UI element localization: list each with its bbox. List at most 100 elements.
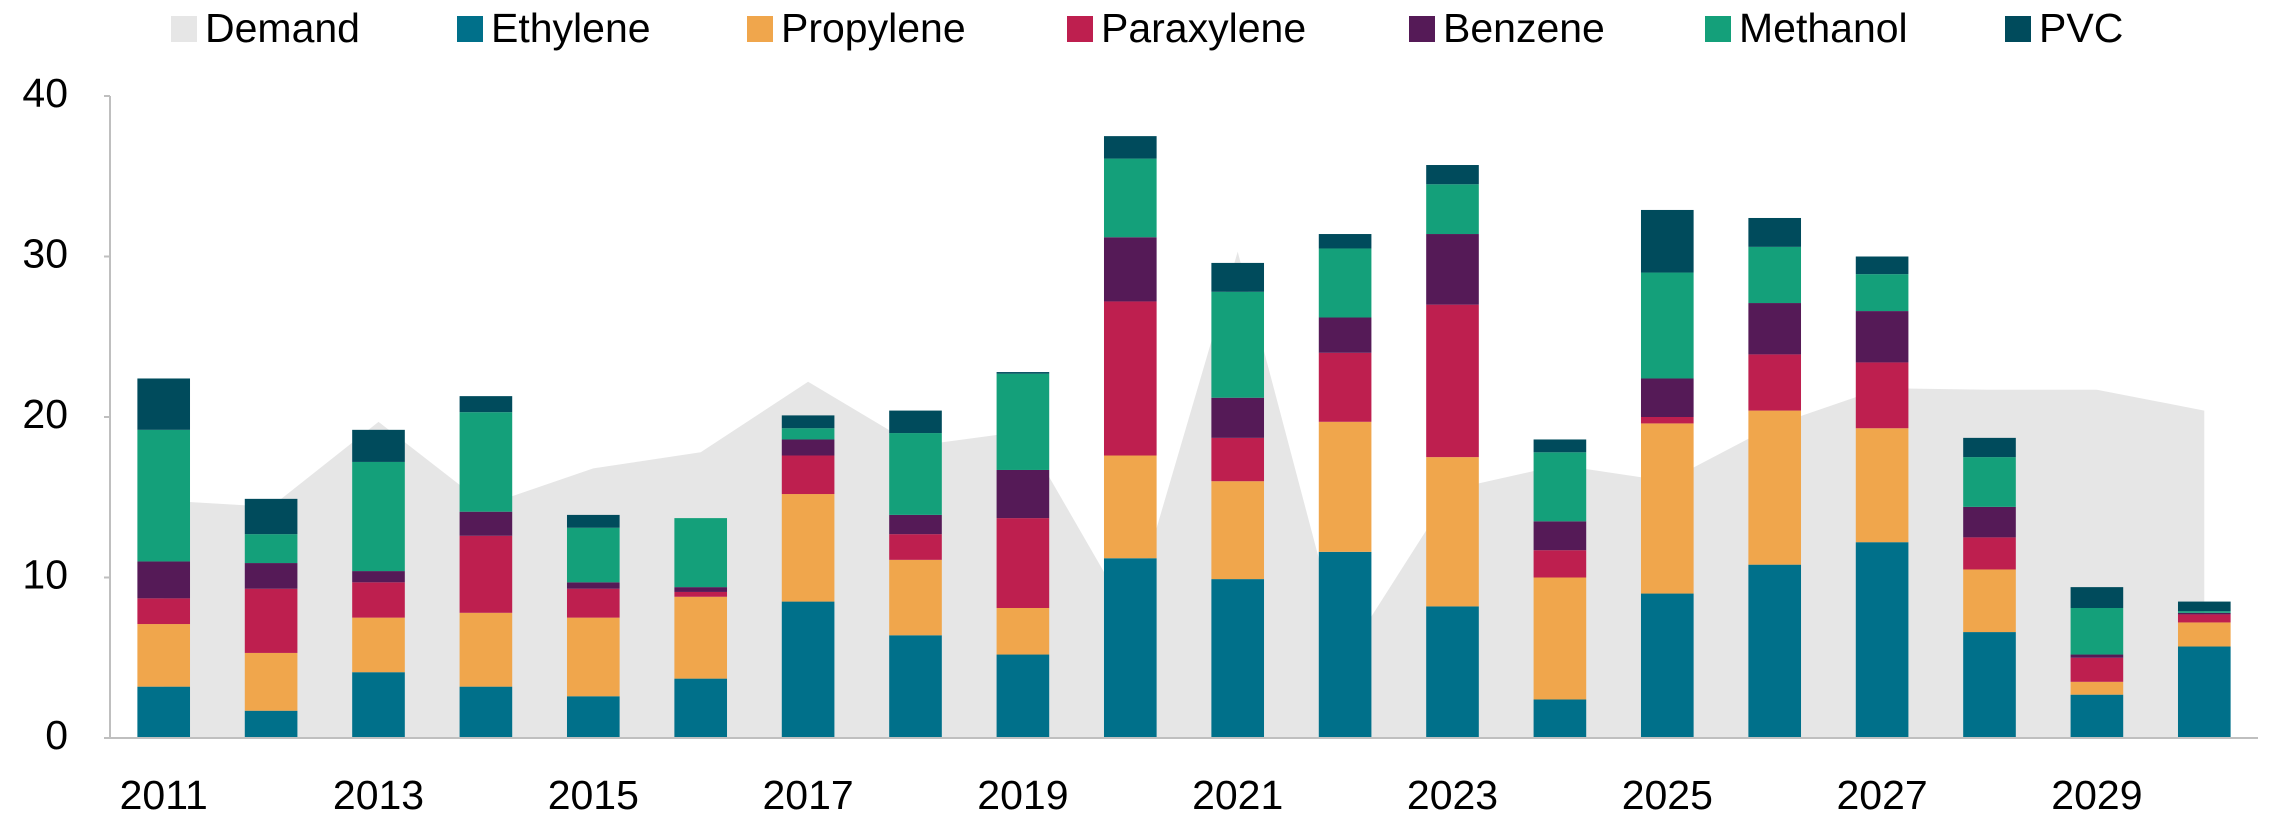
bar-segment: [1855, 428, 1909, 543]
bar-segment: [566, 514, 620, 528]
bar-segment: [996, 654, 1050, 738]
x-tick-label: 2015: [548, 772, 639, 818]
bar-segment: [1426, 165, 1479, 185]
bar-segment: [1640, 272, 1694, 379]
bar-segment: [566, 527, 620, 583]
legend-swatch: [1705, 16, 1731, 42]
legend-swatch: [1409, 16, 1435, 42]
bar-segment: [1426, 184, 1479, 235]
bar-segment: [1103, 301, 1157, 456]
bar-segment: [781, 415, 835, 429]
bar-segment: [1103, 136, 1157, 159]
bar-segment: [1855, 256, 1909, 275]
bar-segment: [1318, 317, 1372, 353]
x-tick-label: 2011: [120, 772, 208, 818]
legend-label: Demand: [205, 5, 360, 51]
x-tick-label: 2013: [333, 772, 424, 818]
bar-segment: [2070, 681, 2124, 695]
bar-segment: [352, 672, 405, 738]
bar-segment: [889, 410, 942, 434]
bar-segment: [1211, 437, 1265, 482]
bar-segment: [674, 678, 728, 738]
bar-segment: [1748, 246, 1802, 304]
bar-segment: [996, 469, 1050, 519]
bar-segment: [674, 587, 728, 592]
bar-segment: [1640, 593, 1694, 738]
bar-segment: [1963, 506, 2016, 538]
bar-segment: [137, 429, 191, 562]
bar-segment: [674, 591, 728, 597]
bar-segment: [781, 455, 835, 495]
y-tick-label: 40: [22, 70, 68, 116]
legend-label: Benzene: [1443, 5, 1605, 51]
y-tick-label: 10: [22, 551, 68, 597]
y-tick-label: 30: [22, 230, 68, 276]
bar-segment: [781, 428, 835, 440]
bar-segment: [352, 571, 405, 583]
bar-segment: [1211, 481, 1265, 580]
bar-segment: [1211, 291, 1265, 398]
bar-segment: [889, 534, 942, 560]
legend-swatch: [171, 16, 197, 42]
bar-segment: [1533, 452, 1587, 522]
bar-segment: [566, 696, 620, 738]
bar-segment: [1748, 303, 1802, 355]
bar-segment: [244, 588, 298, 653]
bar-segment: [2177, 622, 2231, 647]
bar-segment: [1533, 550, 1587, 578]
bar-segment: [244, 652, 298, 711]
legend-label: Ethylene: [491, 5, 651, 51]
legend-label: PVC: [2039, 5, 2123, 51]
x-tick-label: 2025: [1622, 772, 1713, 818]
bar-segment: [1963, 437, 2016, 458]
bar-segment: [566, 582, 620, 589]
bar-segment: [996, 607, 1050, 655]
bar-segment: [889, 433, 942, 515]
bar-segment: [1855, 542, 1909, 738]
bar-segment: [996, 372, 1050, 374]
bar-segment: [1748, 410, 1802, 565]
bar-segment: [352, 617, 405, 673]
bar-segment: [244, 498, 298, 535]
bar-segment: [2070, 654, 2124, 658]
bar-segment: [1211, 262, 1265, 292]
bar-segment: [2177, 601, 2231, 612]
legend-swatch: [2005, 16, 2031, 42]
x-tick-label: 2021: [1192, 772, 1283, 818]
legend-swatch: [1067, 16, 1093, 42]
bar-segment: [137, 598, 191, 625]
y-tick-label: 0: [45, 712, 68, 758]
bar-segment: [1318, 352, 1372, 422]
bar-segment: [459, 535, 513, 613]
bar-segment: [1426, 234, 1479, 305]
bar-segment: [459, 412, 513, 512]
bar-segment: [1533, 577, 1587, 700]
bar-segment: [352, 582, 405, 618]
legend-label: Paraxylene: [1101, 5, 1306, 51]
bar-segment: [1640, 209, 1694, 273]
y-tick-label: 20: [22, 391, 68, 437]
legend-label: Methanol: [1739, 5, 1908, 51]
bar-segment: [137, 624, 191, 687]
bar-segment: [1855, 362, 1909, 429]
bar-segment: [459, 396, 513, 413]
legend-swatch: [747, 16, 773, 42]
demand-area: [163, 251, 2205, 738]
x-tick-label: 2029: [2051, 772, 2142, 818]
bar-segment: [1855, 274, 1909, 312]
bar-segment: [352, 429, 405, 462]
bar-segment: [2177, 611, 2231, 613]
bar-segment: [2177, 612, 2231, 615]
bar-segment: [244, 534, 298, 564]
bar-segment: [1640, 423, 1694, 594]
bar-segment: [781, 601, 835, 738]
bar-segment: [674, 518, 728, 588]
bar-segment: [1533, 699, 1587, 738]
x-tick-label: 2019: [977, 772, 1068, 818]
bar-segment: [244, 563, 298, 589]
bar-segment: [2070, 587, 2124, 608]
bar-segment: [889, 635, 942, 738]
bar-segment: [1211, 397, 1265, 438]
legend-swatch: [457, 16, 483, 42]
